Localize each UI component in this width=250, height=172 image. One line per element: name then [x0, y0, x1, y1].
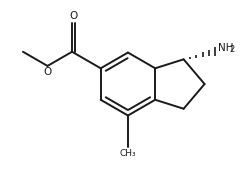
Text: O: O: [70, 11, 78, 21]
Text: NH: NH: [218, 42, 234, 52]
Text: 2: 2: [230, 45, 235, 55]
Text: CH₃: CH₃: [120, 149, 136, 158]
Text: O: O: [43, 67, 51, 77]
